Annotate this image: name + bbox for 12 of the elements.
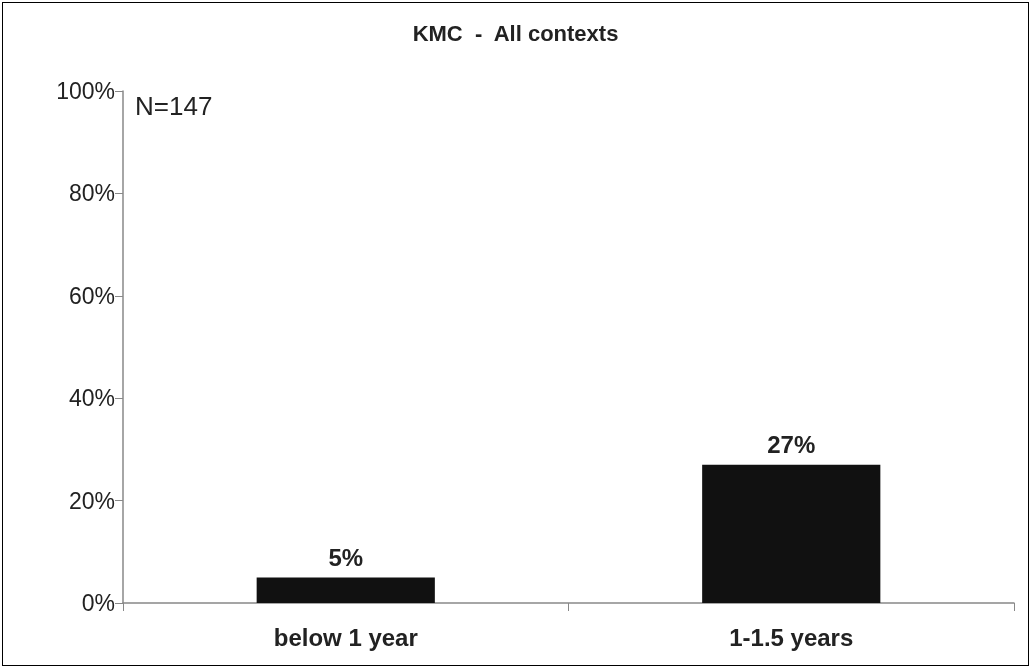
y-tick-label: 40% [68, 385, 115, 412]
y-tick-label: 100% [56, 78, 115, 104]
annotation: N=147 [135, 91, 213, 121]
data-label: 27% [767, 431, 816, 459]
y-tick-label: 80% [68, 180, 115, 207]
y-tick-label: 60% [68, 282, 115, 309]
x-tick-label: 1-1.5 years [729, 623, 854, 651]
y-tick-label: 0% [81, 590, 115, 616]
chart-title: KMC - All contexts [412, 20, 619, 46]
data-label: 5% [328, 543, 364, 571]
y-tick-label: 20% [68, 487, 115, 514]
x-tick-label: below 1 year [273, 623, 418, 651]
